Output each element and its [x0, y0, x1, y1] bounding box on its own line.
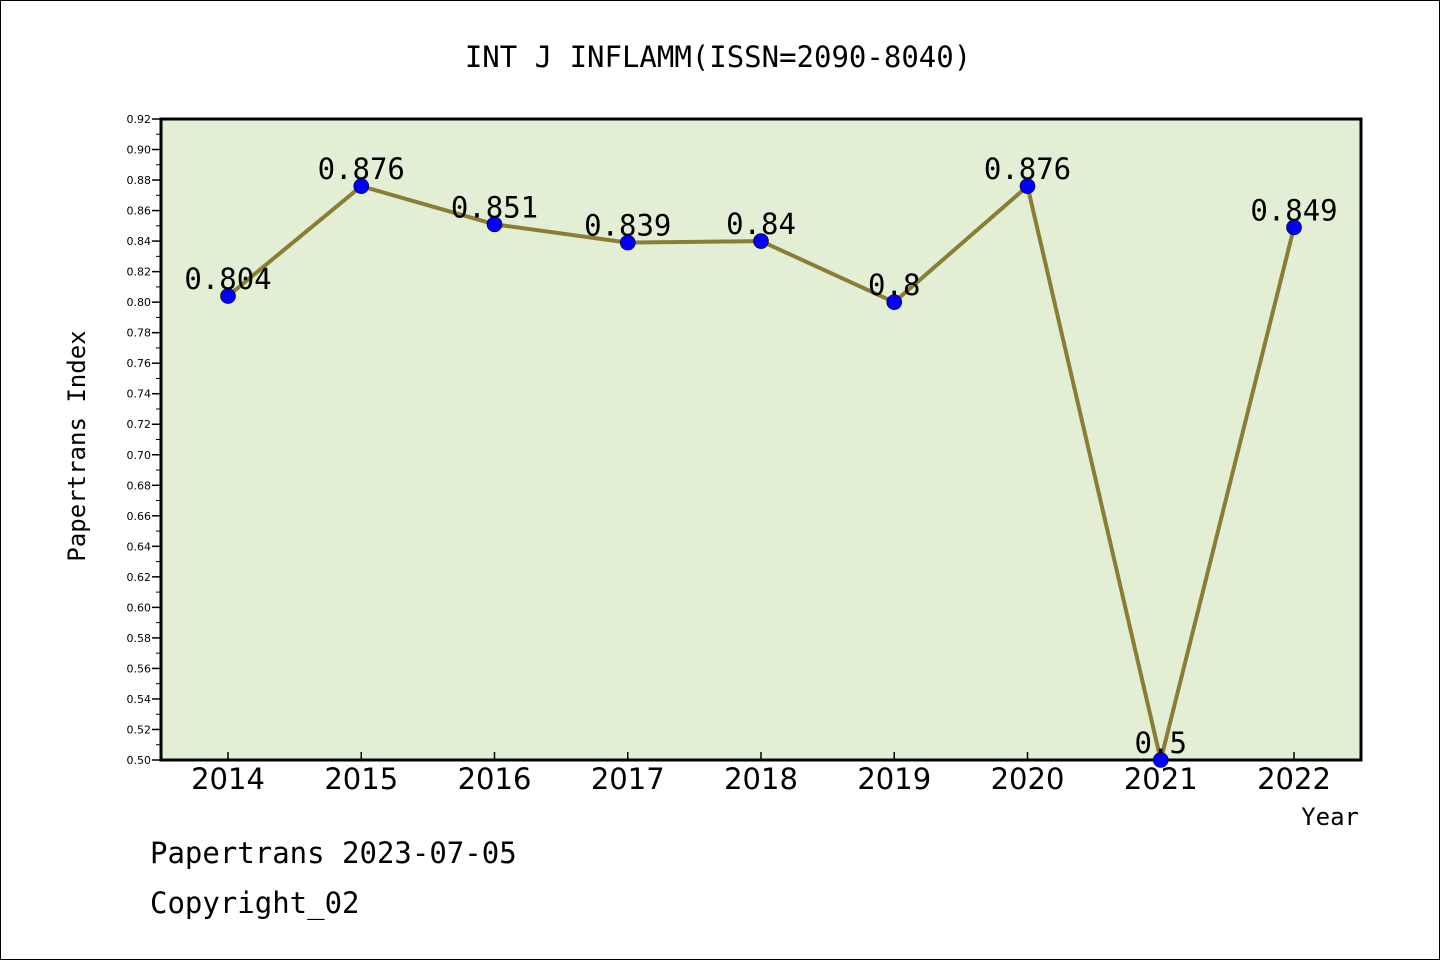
y-tick-label: 0.90	[127, 144, 152, 157]
chart-title: INT J INFLAMM(ISSN=2090-8040)	[465, 40, 971, 74]
x-tick-label: 2019	[857, 762, 931, 796]
data-point	[1019, 178, 1036, 194]
x-axis-label: Year	[1301, 803, 1359, 831]
y-tick-label: 0.82	[127, 266, 152, 279]
footer-copyright: Copyright_02	[150, 886, 360, 920]
y-tick-label: 0.52	[127, 723, 152, 736]
data-point	[220, 288, 236, 304]
x-tick-label: 2015	[324, 762, 398, 796]
data-point	[1152, 752, 1169, 768]
y-tick-label: 0.78	[127, 327, 152, 340]
data-point	[619, 234, 636, 251]
plot-area	[159, 117, 1363, 762]
data-point	[886, 294, 903, 310]
data-point	[1286, 219, 1302, 236]
y-tick-label: 0.86	[127, 205, 152, 218]
y-tick-label: 0.66	[127, 510, 152, 523]
data-label: 0.851	[451, 190, 538, 224]
y-tick-label: 0.64	[127, 540, 152, 553]
data-label: 0.876	[984, 152, 1071, 186]
y-tick-label: 0.76	[127, 357, 152, 370]
data-label: 0.804	[184, 262, 271, 296]
y-tick-label: 0.88	[127, 174, 152, 187]
y-tick-label: 0.70	[127, 449, 152, 462]
y-tick-label: 0.50	[127, 754, 152, 767]
y-tick-label: 0.72	[127, 418, 152, 431]
y-tick-label: 0.74	[127, 388, 152, 401]
y-tick-label: 0.68	[127, 479, 152, 492]
x-tick-label: 2022	[1257, 762, 1331, 796]
x-tick-label: 2017	[591, 762, 665, 796]
y-tick-label: 0.62	[127, 571, 152, 584]
series-layer: 0.804 0.876 0.851 0.839 0.84 0.8 0.876 0.5 0.849	[184, 152, 1338, 768]
x-tick-label: 2014	[191, 762, 265, 796]
data-label: 0.876	[318, 152, 405, 186]
data-point	[353, 178, 370, 194]
data-label: 0.849	[1250, 193, 1337, 227]
y-tick-label: 0.54	[127, 693, 152, 706]
x-tick-label: 2016	[458, 762, 532, 796]
x-tick-label: 2018	[724, 762, 798, 796]
data-label: 0.8	[868, 268, 920, 302]
data-point	[753, 233, 769, 249]
x-axis-ticks: 2014 2015 2016 2017 2018 2019 2020 2021 2022	[191, 752, 1331, 796]
y-tick-label: 0.56	[127, 662, 152, 675]
y-axis-label: Papertrans Index	[63, 330, 91, 561]
y-tick-label: 0.92	[127, 113, 152, 126]
data-point	[486, 216, 503, 233]
data-label: 0.5	[1135, 726, 1187, 760]
y-tick-label: 0.80	[127, 296, 152, 309]
y-tick-label: 0.60	[127, 601, 152, 614]
x-tick-label: 2020	[991, 762, 1065, 796]
footer-date: Papertrans 2023-07-05	[150, 836, 517, 870]
y-tick-label: 0.84	[127, 235, 152, 248]
y-axis-ticks: 0.50 0.52 0.54 0.56 0.58 0.60 0.62 0.64 0.66 0.68…	[127, 113, 161, 767]
data-label: 0.84	[726, 207, 796, 241]
y-tick-label: 0.58	[127, 632, 152, 645]
data-label: 0.839	[584, 209, 671, 243]
